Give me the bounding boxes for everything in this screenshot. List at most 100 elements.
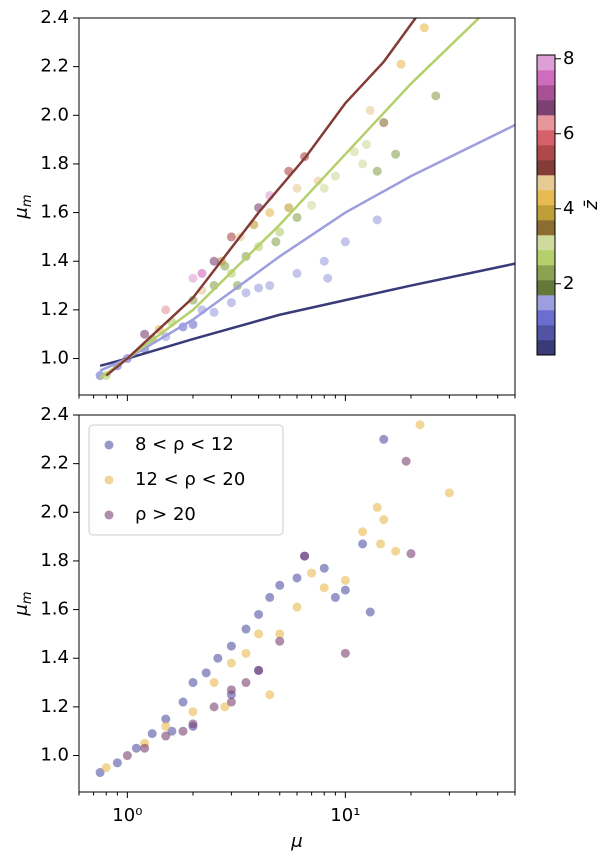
point (213, 653, 223, 663)
point (265, 690, 275, 700)
colorbar-segment (537, 145, 555, 161)
legend-label: ρ > 20 (135, 504, 196, 525)
y-tick-label: 1.6 (40, 599, 69, 620)
point (140, 743, 150, 753)
y-label-sub: m (20, 591, 35, 604)
point (275, 636, 285, 646)
fit-line (99, 262, 515, 368)
point (358, 159, 368, 169)
y-tick-label: 1.8 (40, 550, 69, 571)
y-tick-label: 1.4 (40, 647, 69, 668)
point (313, 176, 323, 186)
point (406, 549, 416, 559)
point (330, 592, 340, 602)
y-tick-label: 2.4 (40, 404, 69, 425)
point (254, 283, 264, 293)
y-label-main: μ (11, 604, 32, 616)
point (188, 273, 198, 283)
y-tick-label: 2.2 (40, 56, 69, 77)
colorbar-tick-label: 4 (563, 198, 574, 219)
colorbar-segment (537, 55, 555, 71)
point (379, 515, 389, 525)
point (167, 726, 177, 736)
y-axis-label: μm (11, 591, 35, 616)
point (209, 678, 219, 688)
colorbar-segment (537, 310, 555, 326)
colorbar-tick-label: 2 (563, 273, 574, 294)
point (340, 237, 350, 247)
point (147, 729, 157, 739)
colorbar-tick-label: 8 (563, 48, 574, 69)
legend-box (88, 424, 284, 536)
point (254, 629, 264, 639)
y-tick-label: 1.6 (40, 202, 69, 223)
y-tick-label: 2.2 (40, 453, 69, 474)
y-tick-label: 1.0 (40, 348, 69, 369)
legend-label: 8 < ρ < 12 (135, 434, 234, 455)
fit-line (105, 18, 417, 377)
point (241, 288, 251, 298)
colorbar-segment (537, 160, 555, 176)
point (226, 658, 236, 668)
point (271, 237, 281, 247)
point (226, 232, 236, 242)
point (254, 609, 264, 619)
colorbar-frame (536, 54, 556, 356)
point (275, 580, 285, 590)
y-tick-label: 1.2 (40, 696, 69, 717)
point (349, 147, 359, 157)
point (95, 768, 105, 778)
point (161, 721, 171, 731)
point (209, 307, 219, 317)
y-axis-label: μm (11, 194, 35, 219)
colorbar-segment (537, 175, 555, 191)
point (161, 305, 171, 315)
point (178, 726, 188, 736)
point (431, 91, 441, 101)
y-tick-label: 1.0 (40, 745, 69, 766)
point (401, 456, 411, 466)
point (444, 488, 454, 498)
point (361, 139, 371, 149)
point (188, 707, 198, 717)
point (201, 668, 211, 678)
point (319, 583, 329, 593)
point (112, 758, 122, 768)
axes-frame (78, 414, 516, 793)
point (226, 685, 236, 695)
colorbar-segment (537, 220, 555, 236)
y-tick-label: 2.0 (40, 104, 69, 125)
legend-marker (104, 475, 114, 485)
point (197, 268, 207, 278)
point (391, 149, 401, 159)
colorbar-segment (537, 265, 555, 281)
point (220, 702, 230, 712)
point (226, 641, 236, 651)
colorbar-segment (537, 280, 555, 296)
x-axis-label: μ (290, 831, 302, 852)
x-tick-label: 10¹ (330, 805, 360, 826)
colorbar-segment (537, 295, 555, 311)
point (209, 256, 219, 266)
colorbar-segment (537, 340, 555, 356)
point (140, 329, 150, 339)
point (188, 719, 198, 729)
point (358, 527, 368, 537)
plot-area (95, 420, 454, 778)
y-tick-label: 1.8 (40, 153, 69, 174)
point (372, 502, 382, 512)
point (241, 648, 251, 658)
point (209, 702, 219, 712)
point (292, 183, 302, 193)
point (419, 23, 429, 33)
point (265, 208, 275, 218)
colorbar-segment (537, 250, 555, 266)
point (122, 751, 132, 761)
x-tick-label: 10⁰ (112, 805, 142, 826)
point (292, 602, 302, 612)
point (340, 575, 350, 585)
point (372, 166, 382, 176)
colorbar-segment (537, 70, 555, 86)
colorbar-tick-label: 6 (563, 123, 574, 144)
point (300, 551, 310, 561)
